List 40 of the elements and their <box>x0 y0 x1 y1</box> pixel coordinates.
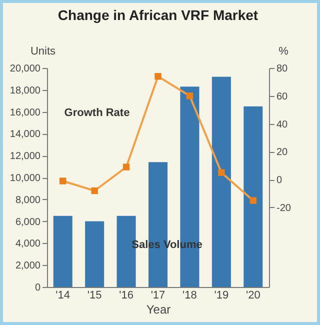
y-axis-title: Units <box>30 46 56 58</box>
y-tick-label: 14,000 <box>10 129 41 140</box>
y-tick-label: 18,000 <box>10 85 41 96</box>
bar <box>244 106 263 287</box>
y2-tick-label: -20 <box>276 202 292 214</box>
y-tick-label: 8,000 <box>15 194 41 206</box>
y-tick-label: 10,000 <box>10 173 41 184</box>
y-tick-label: 2,000 <box>15 260 41 272</box>
y2-tick-label: 60 <box>276 91 288 102</box>
bar <box>212 76 231 287</box>
y2-axis-title: % <box>278 46 289 58</box>
point <box>60 178 66 184</box>
bar <box>53 216 72 287</box>
y-tick-label: 20,000 <box>10 64 41 74</box>
point <box>122 164 130 170</box>
x-tick-label: '16 <box>119 290 134 302</box>
y2-tick-label: 80 <box>276 64 288 74</box>
y-tick-label: 4,000 <box>15 238 41 250</box>
y-tick-label: 16,000 <box>10 107 41 118</box>
x-tick-label: '17 <box>150 290 166 302</box>
y2-tick-label: 40 <box>276 119 288 130</box>
x-tick-label: '15 <box>87 290 102 302</box>
chart-title: Change in African VRF Market <box>58 7 258 23</box>
x-tick-label: '18 <box>182 290 197 302</box>
y-tick-label: 6,000 <box>15 216 41 228</box>
point <box>91 187 98 194</box>
y2-tick-label: 0 <box>276 175 282 186</box>
x-tick-label: '14 <box>56 290 70 302</box>
y-tick-label: 0 <box>34 282 41 294</box>
y-tick-label: 12,000 <box>10 151 41 162</box>
point <box>250 197 256 204</box>
bar <box>85 221 104 287</box>
series-label: Growth Rate <box>64 107 130 119</box>
point <box>218 169 225 176</box>
point <box>154 73 162 80</box>
point <box>186 92 194 100</box>
x-axis-title: Year <box>146 302 171 316</box>
x-tick-label: '20 <box>246 290 260 302</box>
y2-tick-label: 20 <box>276 147 288 158</box>
x-tick-label: '19 <box>214 290 229 302</box>
